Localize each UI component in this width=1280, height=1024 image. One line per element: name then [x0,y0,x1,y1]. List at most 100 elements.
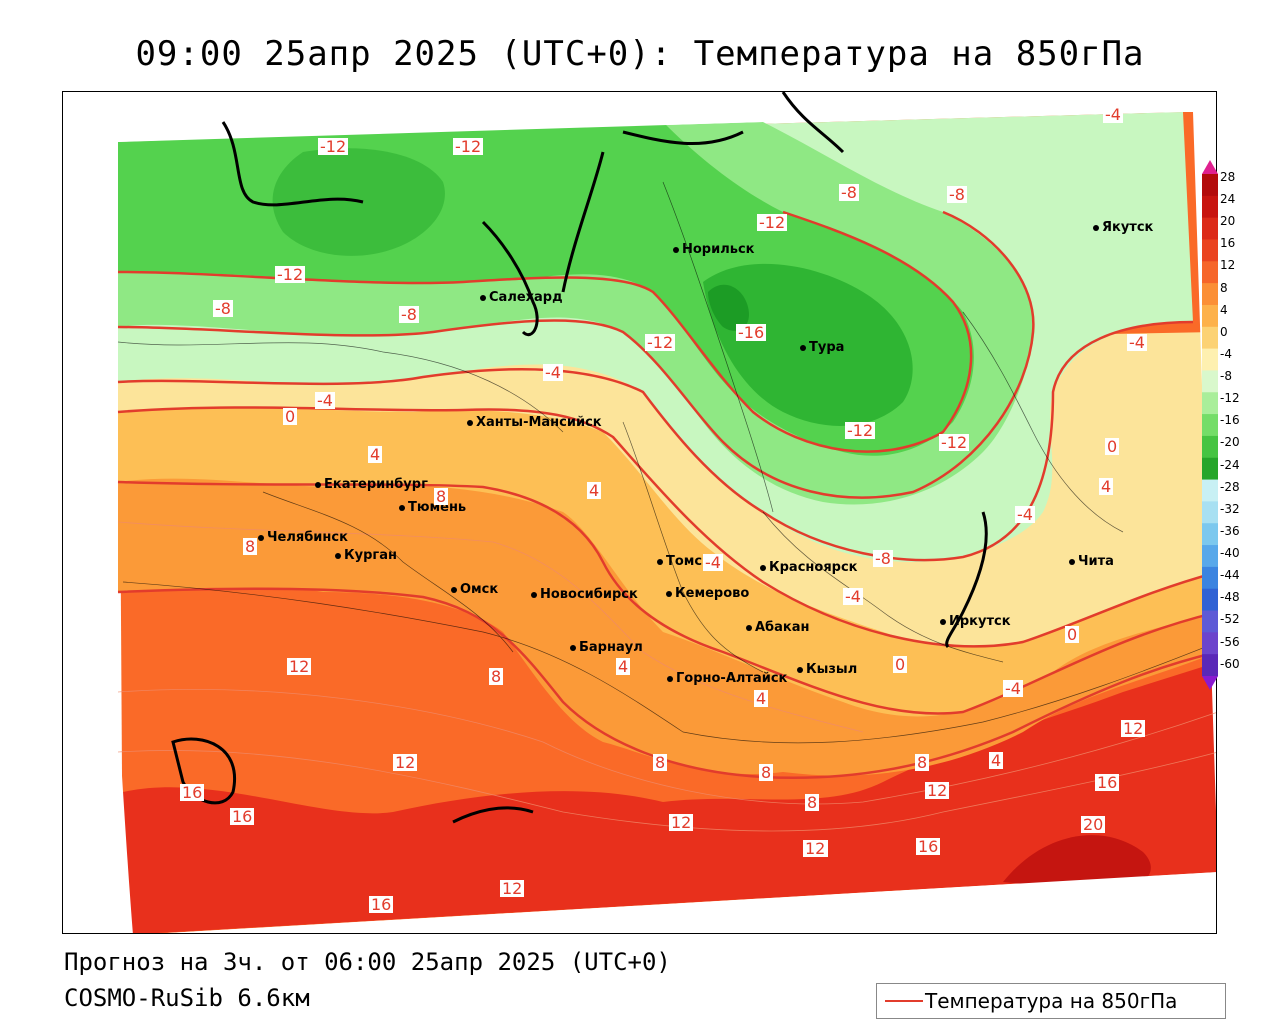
isoline-label: -4 [543,363,563,382]
city-salekhard: Салехард [480,290,563,305]
colorbar-cell [1202,479,1218,502]
colorbar-arrow-bottom [1202,676,1218,690]
city-label: Томск [666,554,711,569]
isoline-label: -8 [213,299,233,318]
isoline-label: 20 [1081,815,1106,834]
legend: Температура на 850гПа [876,983,1226,1019]
colorbar-tick-label: -40 [1220,546,1240,561]
colorbar-tick-label: -48 [1220,590,1240,605]
isotherm-minus12 [117,210,973,453]
colorbar-tick-label: 4 [1220,302,1228,317]
isoline-label: 8 [915,753,930,772]
domain-mask-left [63,92,133,933]
city-tomsk: Томск [657,554,711,569]
isoline-label: -12 [757,213,788,232]
city-dot [666,590,672,597]
colorbar-cell [1202,261,1218,284]
colorbar-tick-label: -24 [1220,457,1240,472]
city-dot [760,564,766,571]
lake-baikal [945,511,988,649]
isoline-label: -8 [947,185,967,204]
border-a [117,341,564,433]
isoline-label: -4 [1015,505,1035,524]
map-title: 09:00 25апр 2025 (UTC+0): Температура на… [135,34,1145,74]
isoline-label: 0 [1065,625,1080,644]
city-kyzyl: Кызыл [797,662,857,677]
isoline-label: 12 [500,879,525,898]
isoline-label: 12 [1121,719,1146,738]
isoline-label: -12 [939,433,970,452]
city-dot [315,481,321,488]
city-abakan: Абакан [746,620,810,635]
city-khanty-mansiysk: Ханты-Мансийск [467,415,602,430]
isoline-label: 4 [616,657,631,676]
colorbar-cell [1202,545,1218,568]
isoline-label: 4 [368,445,383,464]
city-label: Горно-Алтайск [676,671,788,686]
isotherm-0 [117,406,1216,648]
city-tura: Тура [800,340,844,355]
city-label: Омск [460,582,499,597]
city-label: Иркутск [949,614,1011,629]
city-label: Красноярск [769,560,858,575]
city-label: Норильск [682,242,755,257]
city-barnaul: Барнаул [570,640,643,655]
isoline-label: 4 [587,481,602,500]
city-gorno-altaysk: Горно-Алтайск [667,671,787,686]
colorbar-tick-label: -28 [1220,479,1240,494]
isoline-label: 8 [759,763,774,782]
colorbar-tick-label: 12 [1220,258,1236,273]
city-dot [800,344,806,351]
isoline-label: 0 [1105,437,1120,456]
isoline-label: 8 [489,667,504,686]
isotherm-minus8 [117,210,1035,499]
city-dot [335,552,341,559]
colorbar-cell [1202,370,1218,393]
colorbar-cell [1202,501,1218,524]
map-panel: Якутск Норильск Салехард Тура Ханты-Манс… [62,91,1217,934]
coastline-taymyr [622,92,845,154]
temperature-field [63,92,1216,933]
isoline-label: 12 [925,781,950,800]
isoline-label: 16 [1095,773,1120,792]
border-c [622,421,764,673]
field-cold-16 [703,263,913,426]
city-label: Кызыл [806,662,858,677]
domain-mask-bottom [167,872,1216,933]
isoline-label: -16 [736,323,767,342]
isoline-label: 0 [893,655,908,674]
isotherm-thin-b [117,750,1216,832]
colorbar-tick-label: -60 [1220,656,1240,671]
isoline-label: -12 [318,137,349,156]
colorbar-cell [1202,632,1218,655]
city-label: Тюмень [408,500,467,515]
colorbar-tick-label: -16 [1220,413,1240,428]
city-dot [258,534,264,541]
colorbar-cell [1202,457,1218,481]
colorbar-cell [1202,566,1218,590]
city-dot [1093,224,1099,231]
colorbar-cell [1202,174,1218,197]
colorbar-cell [1202,283,1218,306]
colorbar-strip [1202,160,1218,690]
field-warm-16 [123,662,1216,933]
city-yekaterinburg: Екатеринбург [315,477,428,492]
isoline-label: -4 [843,587,863,606]
colorbar-tick-label: 16 [1220,236,1236,251]
isoline-label: 12 [393,753,418,772]
isoline-label: -8 [399,305,419,324]
isoline-label: 12 [669,813,694,832]
legend-label: Температура на 850гПа [925,989,1178,1013]
isoline-label: -12 [275,265,306,284]
isoline-label: -4 [703,553,723,572]
isoline-label: -12 [453,137,484,156]
colorbar-tick-label: -44 [1220,568,1240,583]
isoline-label: -4 [1127,333,1147,352]
forecast-info: Прогноз на 3ч. от 06:00 25апр 2025 (UTC+… [64,948,671,976]
colorbar-tick-label: -20 [1220,435,1240,450]
colorbar: 28 24 20 16 12 8 4 0 -4 -8 -12 -16 -20 -24 -28 -32 -36 -4… [1198,160,1280,690]
city-dot [673,246,679,253]
city-dot [451,586,457,593]
city-label: Кемерово [675,586,750,601]
city-norilsk: Норильск [673,242,755,257]
